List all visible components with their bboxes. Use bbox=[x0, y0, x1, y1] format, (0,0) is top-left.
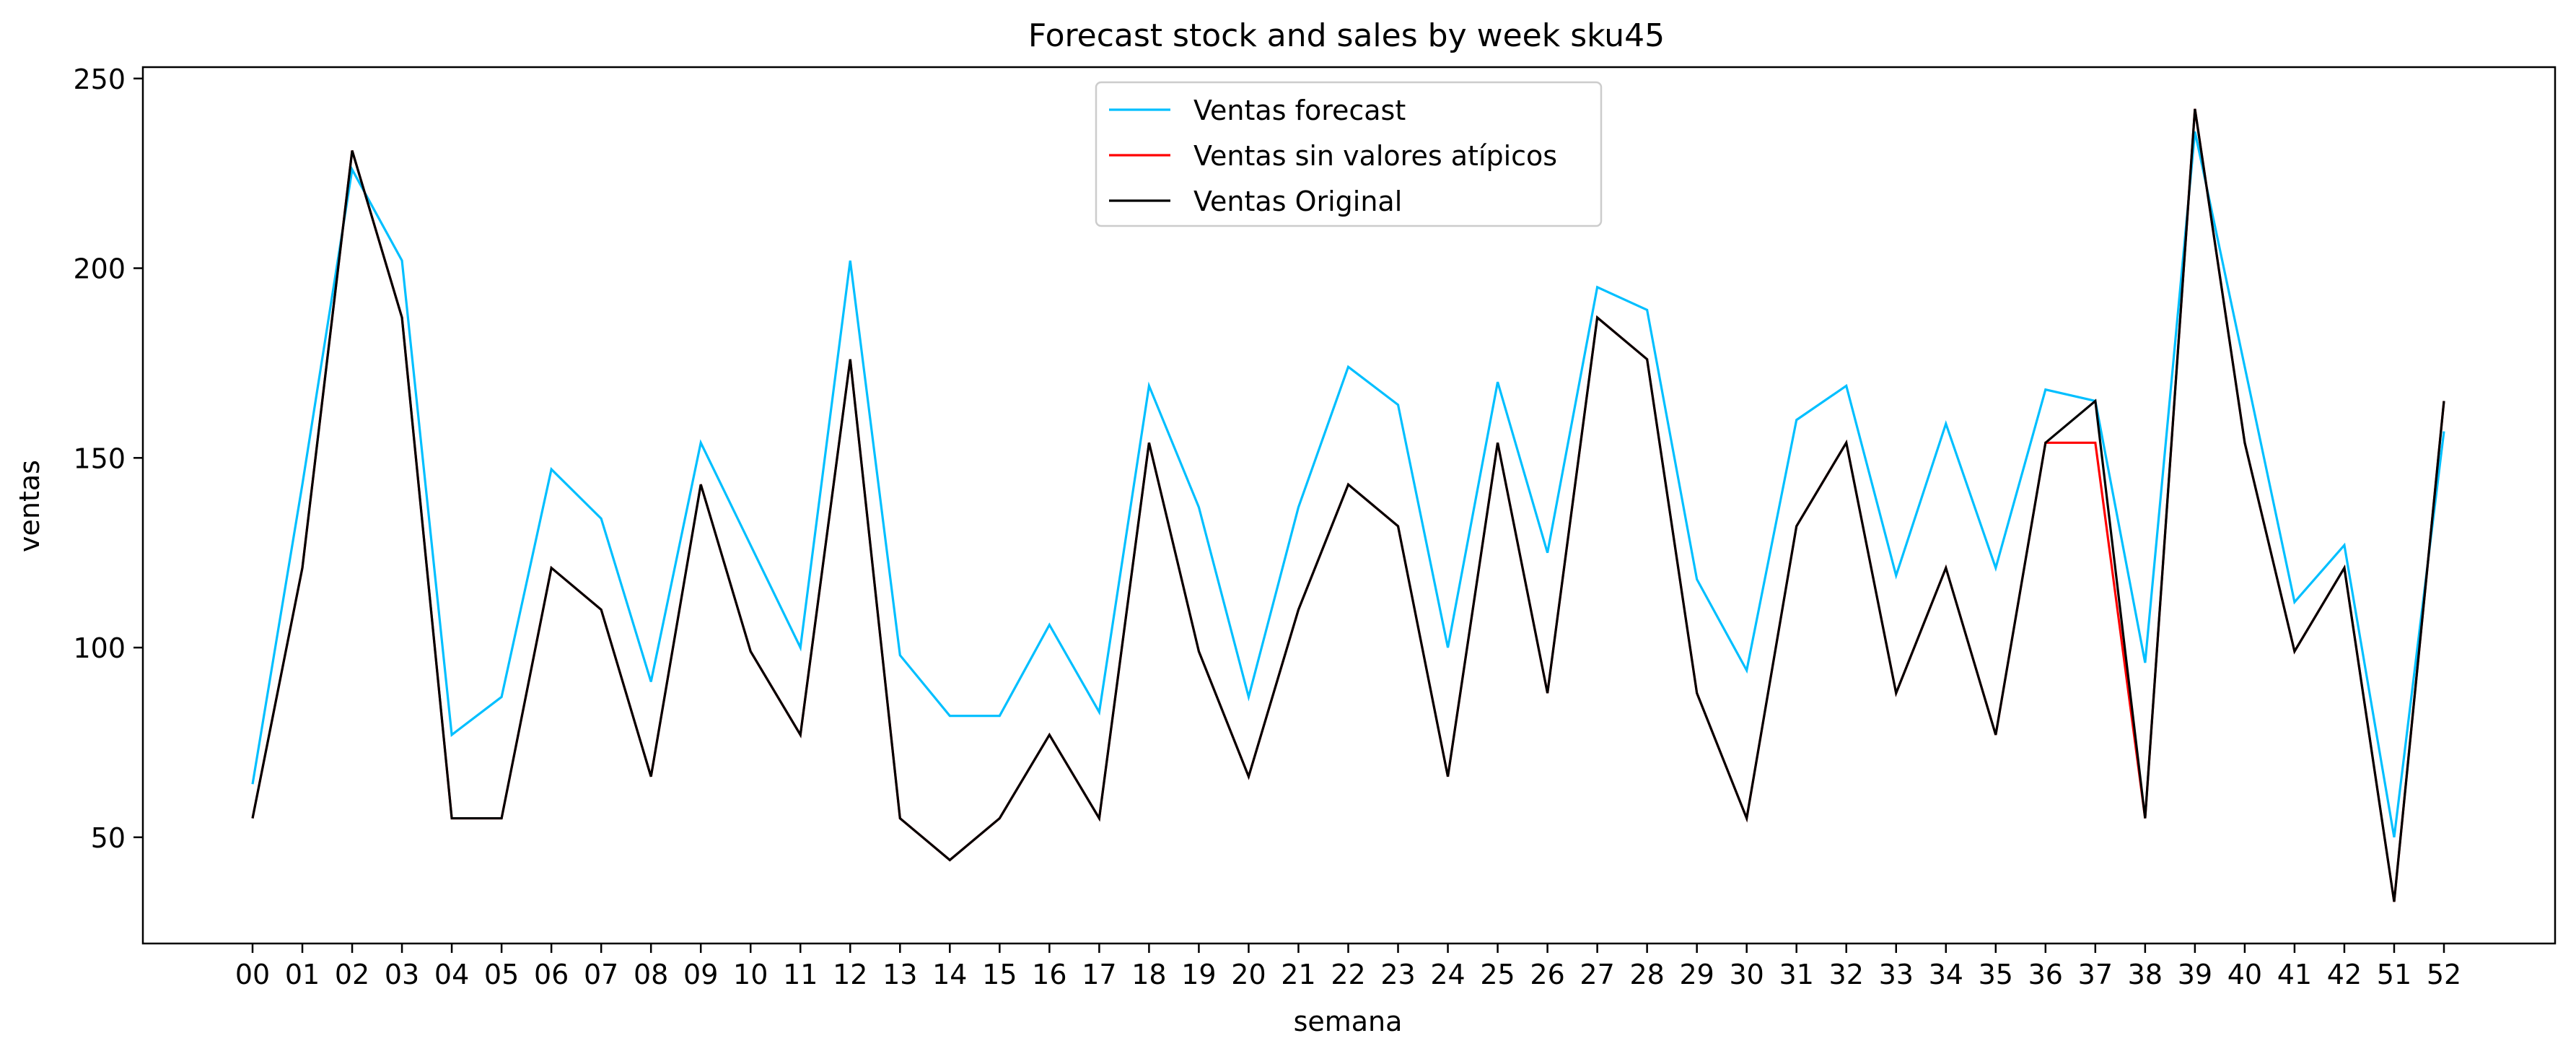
y-axis-label: ventas bbox=[14, 460, 45, 552]
x-tick-label: 10 bbox=[733, 959, 768, 990]
chart-title: Forecast stock and sales by week sku45 bbox=[1028, 17, 1665, 54]
x-tick-label: 04 bbox=[434, 959, 469, 990]
x-tick-label: 21 bbox=[1281, 959, 1315, 990]
x-tick-label: 08 bbox=[634, 959, 668, 990]
x-tick-label: 09 bbox=[683, 959, 718, 990]
x-tick-label: 29 bbox=[1679, 959, 1714, 990]
x-tick-label: 18 bbox=[1131, 959, 1166, 990]
legend-label: Ventas sin valores atípicos bbox=[1193, 140, 1557, 172]
x-tick-label: 11 bbox=[783, 959, 818, 990]
legend-box bbox=[1095, 81, 1603, 227]
plot-frame bbox=[141, 66, 2557, 945]
x-tick-label: 42 bbox=[2327, 959, 2362, 990]
x-tick-label: 52 bbox=[2427, 959, 2461, 990]
x-tick-label: 38 bbox=[2128, 959, 2163, 990]
x-tick-label: 33 bbox=[1879, 959, 1914, 990]
legend-item: Ventas sin valores atípicos bbox=[1109, 140, 1557, 172]
x-tick-label: 13 bbox=[882, 959, 917, 990]
x-tick-label: 51 bbox=[2377, 959, 2411, 990]
x-tick-label: 23 bbox=[1380, 959, 1415, 990]
x-tick-label: 16 bbox=[1032, 959, 1066, 990]
legend: Ventas forecast Ventas sin valores atípic… bbox=[1095, 81, 1603, 227]
x-tick-label: 22 bbox=[1331, 959, 1365, 990]
x-tick-label: 19 bbox=[1181, 959, 1216, 990]
x-tick-label: 00 bbox=[235, 959, 270, 990]
x-tick-label: 28 bbox=[1629, 959, 1664, 990]
x-tick-label: 36 bbox=[2028, 959, 2063, 990]
x-tick-label: 34 bbox=[1929, 959, 1963, 990]
x-tick-label: 14 bbox=[932, 959, 967, 990]
series-line-ventas-forecast bbox=[251, 131, 2445, 838]
y-tick-label: 150 bbox=[73, 443, 126, 474]
x-tick-label: 40 bbox=[2227, 959, 2262, 990]
x-tick-label: 41 bbox=[2277, 959, 2312, 990]
x-tick-label: 39 bbox=[2178, 959, 2212, 990]
x-tick-label: 27 bbox=[1580, 959, 1614, 990]
y-tick-label: 50 bbox=[91, 822, 126, 854]
x-tick-label: 20 bbox=[1231, 959, 1266, 990]
x-tick-label: 24 bbox=[1430, 959, 1465, 990]
y-tick-label: 100 bbox=[73, 632, 126, 664]
x-tick-label: 26 bbox=[1530, 959, 1564, 990]
x-tick-label: 17 bbox=[1082, 959, 1116, 990]
x-tick-label: 15 bbox=[982, 959, 1017, 990]
legend-item: Ventas forecast bbox=[1109, 95, 1406, 126]
x-tick-label: 01 bbox=[285, 959, 320, 990]
x-tick-label: 07 bbox=[584, 959, 618, 990]
x-tick-label: 31 bbox=[1779, 959, 1814, 990]
x-axis-label: semana bbox=[1294, 1006, 1403, 1037]
x-tick-label: 35 bbox=[1979, 959, 2013, 990]
x-tick-label: 30 bbox=[1730, 959, 1764, 990]
x-tick-label: 03 bbox=[385, 959, 419, 990]
y-tick-label: 250 bbox=[73, 64, 126, 95]
x-tick-label: 06 bbox=[534, 959, 569, 990]
y-tick-label: 200 bbox=[73, 253, 126, 285]
x-tick-label: 32 bbox=[1829, 959, 1864, 990]
legend-item: Ventas Original bbox=[1109, 186, 1402, 217]
x-tick-label: 25 bbox=[1480, 959, 1515, 990]
legend-label: Ventas forecast bbox=[1193, 95, 1406, 126]
x-tick-label: 12 bbox=[833, 959, 867, 990]
x-tick-label: 37 bbox=[2078, 959, 2113, 990]
series-line-ventas-original bbox=[251, 108, 2445, 902]
x-tick-label: 05 bbox=[484, 959, 519, 990]
legend-label: Ventas Original bbox=[1193, 186, 1402, 217]
x-tick-label: 02 bbox=[335, 959, 369, 990]
